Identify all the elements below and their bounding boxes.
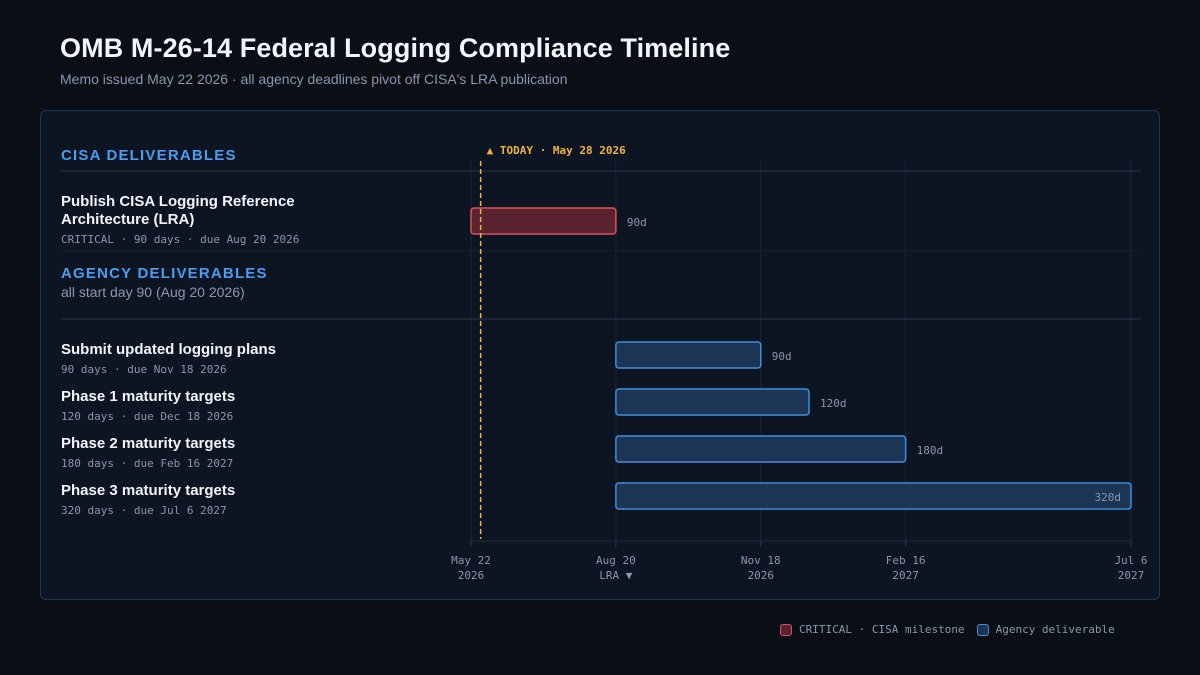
x-tick-label: Jul 6 [1114,554,1147,567]
timeline-panel: May 22 2026 Aug 20 LRA ▼ Nov 18 2026 Feb 16 202… [40,110,1160,600]
legend-swatch-agency [976,623,989,636]
agency-bar [615,388,810,416]
critical-bar [470,207,617,235]
task-name: Submit updated logging plans [61,341,276,358]
x-tick-label: Aug 20 [596,554,636,567]
task-meta: CRITICAL · 90 days · due Aug 20 2026 [61,233,299,246]
task-name: Phase 1 maturity targets [61,388,235,405]
timeline-chart: May 22 2026 Aug 20 LRA ▼ Nov 18 2026 Feb 16 202… [61,144,1148,582]
task-meta: 90 days · due Nov 18 2026 [61,363,227,376]
bar-duration-label: 180d [917,444,944,457]
task-name: Phase 2 maturity targets [61,435,235,452]
section-heading: AGENCY DELIVERABLES [61,265,268,282]
x-tick-sublabel: 2026 [458,569,485,582]
task-name: Architecture (LRA) [61,211,194,228]
x-tick-sublabel: 2027 [1118,569,1145,582]
legend: CRITICAL · CISA milestone Agency deliver… [780,623,1115,636]
legend-label-critical: CRITICAL · CISA milestone [799,623,965,636]
legend-item-agency: Agency deliverable [976,623,1115,636]
x-tick-label: Nov 18 [741,554,781,567]
bar-duration-label: 90d [627,216,647,229]
task-name: Phase 3 maturity targets [61,482,235,499]
x-tick-sublabel: 2026 [748,569,775,582]
bar-duration-label: 120d [820,397,847,410]
legend-swatch-critical [780,623,792,636]
today-marker-label: ▲ TODAY · May 28 2026 [487,144,626,157]
agency-bar [615,482,1132,510]
task-meta: 320 days · due Jul 6 2027 [61,504,227,517]
task-meta: 120 days · due Dec 18 2026 [61,410,233,423]
x-tick-sublabel: LRA ▼ [599,569,632,582]
page-subtitle: Memo issued May 22 2026 · all agency dea… [60,71,568,87]
bar-duration-label: 320d [1095,491,1122,504]
section-subheading: all start day 90 (Aug 20 2026) [61,284,245,300]
bar-duration-label: 90d [772,350,792,363]
agency-bar [615,435,907,463]
agency-bar [615,341,762,369]
legend-item-critical: CRITICAL · CISA milestone [780,623,965,636]
task-meta: 180 days · due Feb 16 2027 [61,457,233,470]
x-tick-sublabel: 2027 [892,569,919,582]
section-heading: CISA DELIVERABLES [61,147,237,164]
legend-label-agency: Agency deliverable [995,623,1115,636]
x-tick-label: Feb 16 [886,554,926,567]
page-title: OMB M-26-14 Federal Logging Compliance T… [60,33,731,63]
x-tick-label: May 22 [451,554,491,567]
task-name: Publish CISA Logging Reference [61,193,295,210]
